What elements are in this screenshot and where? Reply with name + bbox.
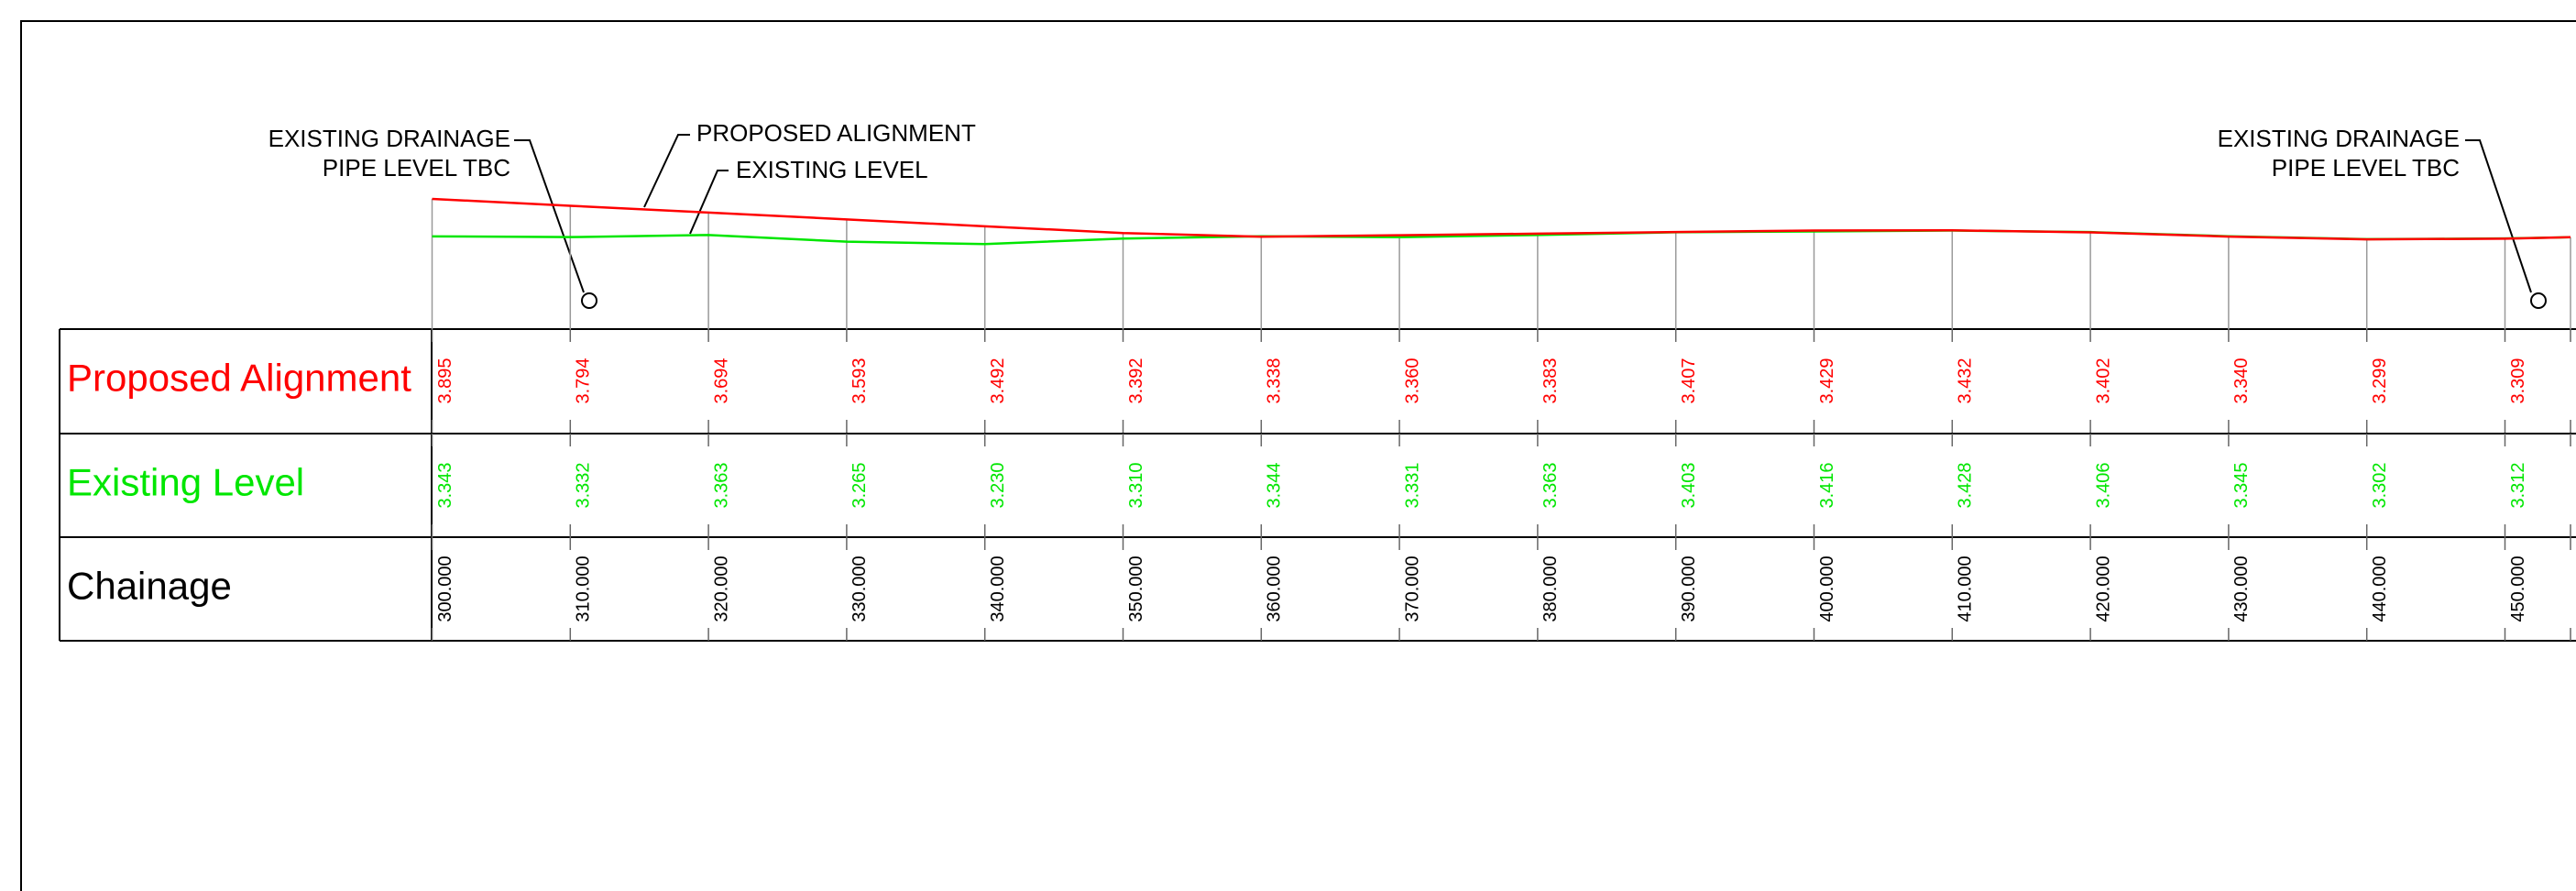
- leader: [514, 139, 585, 293]
- cell-value: 3.312: [2508, 462, 2528, 508]
- cell-value: 320.000: [711, 556, 731, 622]
- cell-value: 3.299: [2370, 358, 2390, 403]
- row-label: Chainage: [67, 565, 232, 608]
- sheet-border: [20, 20, 2576, 891]
- cell-value: 330.000: [850, 556, 870, 622]
- annotation: EXISTING DRAINAGE: [2218, 125, 2460, 152]
- cell-value: 3.407: [1679, 358, 1699, 403]
- cell-value: 3.428: [1956, 462, 1976, 508]
- cell-value: 3.593: [850, 358, 870, 403]
- annotation: EXISTING DRAINAGE: [269, 125, 510, 152]
- cell-value: 430.000: [2231, 556, 2252, 622]
- annotation: PROPOSED ALIGNMENT: [696, 119, 976, 147]
- cell-value: 3.331: [1402, 462, 1422, 508]
- cell-value: 3.340: [2231, 358, 2252, 403]
- cell-value: 3.429: [1817, 358, 1837, 403]
- row-label: Proposed Alignment: [67, 357, 411, 400]
- cell-value: 360.000: [1265, 556, 1285, 622]
- cell-value: 3.392: [1126, 358, 1146, 403]
- cell-value: 3.338: [1265, 358, 1285, 403]
- cell-value: 3.230: [988, 462, 1008, 508]
- cell-value: 3.432: [1956, 358, 1976, 403]
- cell-value: 370.000: [1402, 556, 1422, 622]
- proposed-profile: [432, 197, 2571, 241]
- cell-value: 3.330: [2573, 358, 2576, 403]
- cell-value: 410.000: [1956, 556, 1976, 622]
- cell-value: 3.363: [711, 462, 731, 508]
- cell-value: 350.000: [1126, 556, 1146, 622]
- annotation: PIPE LEVEL TBC: [2272, 154, 2460, 182]
- cell-value: 300.000: [435, 556, 455, 622]
- cell-value: 450.000: [2508, 556, 2528, 622]
- cell-value: 340.000: [988, 556, 1008, 622]
- cell-value: 3.343: [435, 462, 455, 508]
- cell-value: 400.000: [1817, 556, 1837, 622]
- cell-value: 380.000: [1540, 556, 1561, 622]
- pipe-marker: [581, 292, 597, 309]
- annotation: EXISTING LEVEL: [736, 156, 928, 183]
- cell-value: 440.000: [2370, 556, 2390, 622]
- cell-value: 310.000: [574, 556, 594, 622]
- cell-value: 3.302: [2370, 462, 2390, 508]
- cell-value: 454.742: [2573, 556, 2576, 622]
- cell-value: 420.000: [2093, 556, 2113, 622]
- cell-value: 3.402: [2093, 358, 2113, 403]
- cell-value: 3.265: [850, 462, 870, 508]
- annotation: PIPE LEVEL TBC: [323, 154, 510, 182]
- cell-value: 3.694: [711, 358, 731, 403]
- cell-value: 3.416: [1817, 462, 1837, 508]
- cell-value: 390.000: [1679, 556, 1699, 622]
- cell-value: 3.403: [1679, 462, 1699, 508]
- cell-value: 3.345: [2231, 462, 2252, 508]
- cell-value: 3.309: [2508, 358, 2528, 403]
- cell-value: 3.794: [574, 358, 594, 403]
- cell-value: 3.310: [1126, 462, 1146, 508]
- row-label: Existing Level: [67, 461, 304, 504]
- leader: [689, 170, 729, 235]
- cell-value: 3.360: [1402, 358, 1422, 403]
- cell-value: 3.895: [435, 358, 455, 403]
- cell-value: 3.383: [1540, 358, 1561, 403]
- cell-value: 3.332: [574, 462, 594, 508]
- cell-value: 3.363: [1540, 462, 1561, 508]
- cell-value: 3.492: [988, 358, 1008, 403]
- table-grid: [59, 328, 2576, 642]
- leader: [2465, 139, 2532, 293]
- pipe-marker: [2530, 292, 2547, 309]
- cell-value: 3.344: [1265, 462, 1285, 508]
- cell-value: 3.330: [2573, 462, 2576, 508]
- leader: [643, 134, 690, 208]
- cell-value: 3.406: [2093, 462, 2113, 508]
